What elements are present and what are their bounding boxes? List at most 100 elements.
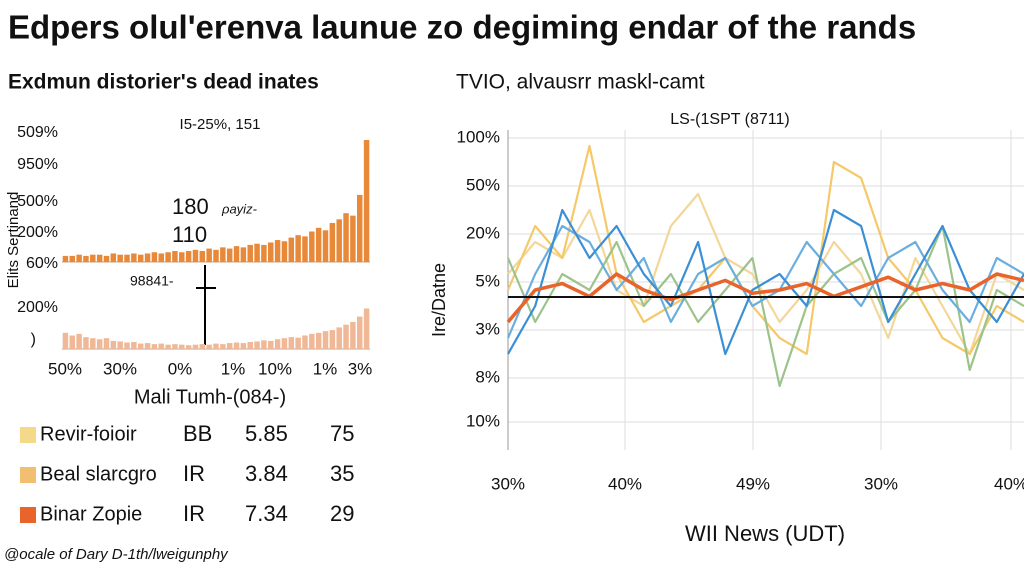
bar — [83, 255, 89, 262]
bar — [103, 338, 110, 349]
table-cell: 7.34 — [245, 501, 288, 526]
bar — [336, 327, 342, 349]
line-series — [506, 272, 1024, 324]
bar — [274, 339, 281, 349]
x-tick-label: 10% — [258, 359, 292, 378]
bar — [213, 343, 219, 349]
x-axis-label: Mali Tumh-(084-) — [134, 386, 286, 408]
bar — [213, 249, 219, 262]
bar — [62, 332, 69, 349]
table-cell: 5.85 — [245, 421, 288, 446]
bar — [179, 252, 185, 262]
x-tick-label: 0% — [168, 359, 193, 378]
bar — [315, 332, 322, 349]
y-tick-label: 5% — [475, 271, 500, 290]
label: 180 — [172, 194, 209, 219]
bar — [62, 255, 69, 262]
y-axis-label: Ire/Datne — [429, 263, 449, 337]
bar — [90, 338, 96, 349]
bar — [261, 244, 267, 262]
x-tick-label: 30% — [103, 359, 137, 378]
bar — [76, 333, 82, 349]
bar — [268, 340, 274, 349]
bar — [322, 331, 329, 349]
bar — [199, 251, 206, 262]
table-cell: 29 — [330, 501, 354, 526]
x-tick-label: 40% — [608, 474, 642, 493]
bar — [69, 255, 76, 262]
table-cell: IR — [183, 501, 205, 526]
bar — [206, 248, 212, 262]
bar — [233, 246, 240, 262]
bar — [274, 240, 281, 262]
bar — [83, 337, 89, 349]
bar — [329, 330, 336, 349]
bar — [103, 255, 110, 262]
bar — [343, 324, 349, 349]
table-cell: Beal slarcgro — [40, 463, 157, 485]
bar — [144, 253, 151, 262]
page-title: Edpers olul'erenva launue zo degiming en… — [8, 9, 916, 46]
bar — [124, 254, 130, 262]
x-tick-label: 3% — [348, 359, 373, 378]
bar — [281, 241, 288, 262]
bar — [363, 140, 370, 262]
bar — [110, 253, 117, 262]
y-tick-label: 950% — [17, 156, 58, 173]
bar — [185, 251, 192, 262]
y-tick-label: 500% — [17, 193, 58, 210]
bar — [96, 339, 103, 349]
x-tick-label: 49% — [736, 474, 770, 493]
bar — [137, 343, 144, 349]
bar — [315, 227, 322, 262]
bar — [288, 237, 295, 262]
table-cell: 3.84 — [245, 461, 288, 486]
y-tick-label: 509% — [17, 124, 58, 141]
y-tick-label: 50% — [466, 175, 500, 194]
bar — [76, 254, 82, 262]
bar — [137, 254, 144, 262]
x-tick-label: 40% — [994, 474, 1024, 493]
table-cell: BB — [183, 421, 212, 446]
table-cell: 75 — [330, 421, 354, 446]
y-tick-label: 8% — [475, 367, 500, 386]
table-cell: 35 — [330, 461, 354, 486]
bar — [302, 335, 308, 349]
y-tick-label: 10% — [466, 411, 500, 430]
bar — [240, 343, 247, 349]
y-axis-label: Elits Sertinand — [5, 192, 22, 289]
bar — [233, 342, 240, 349]
bar — [329, 222, 336, 262]
bar — [247, 341, 253, 349]
bar — [185, 345, 192, 349]
legend-swatch — [20, 427, 36, 443]
bar — [220, 247, 226, 262]
footer: @ocale of Dary D-1th/lweigunphy — [4, 546, 229, 563]
bar — [117, 254, 123, 262]
bar — [295, 235, 301, 262]
bar — [226, 343, 233, 349]
left-title: Exdmun distorier's dead inates — [8, 71, 319, 94]
bar — [356, 316, 363, 349]
table-cell: Revir-foioir — [40, 423, 137, 445]
bar — [199, 344, 206, 349]
legend-swatch — [20, 467, 36, 483]
bar — [350, 322, 356, 349]
bar — [309, 333, 315, 349]
bar — [158, 343, 164, 349]
bar — [131, 253, 137, 262]
annotation: LS-(1SPT (8711) — [670, 111, 789, 128]
bar — [144, 343, 151, 349]
bar — [151, 344, 158, 349]
bar — [322, 230, 329, 262]
bar — [179, 344, 185, 349]
bar — [151, 252, 158, 262]
bar — [336, 219, 342, 262]
table-cell: Binar Zopie — [40, 503, 142, 525]
bar — [192, 249, 199, 262]
bar — [124, 342, 130, 349]
y-tick-label: 60% — [26, 255, 58, 272]
x-tick-label: 30% — [864, 474, 898, 493]
bar — [226, 248, 233, 262]
line-series — [506, 224, 1024, 388]
